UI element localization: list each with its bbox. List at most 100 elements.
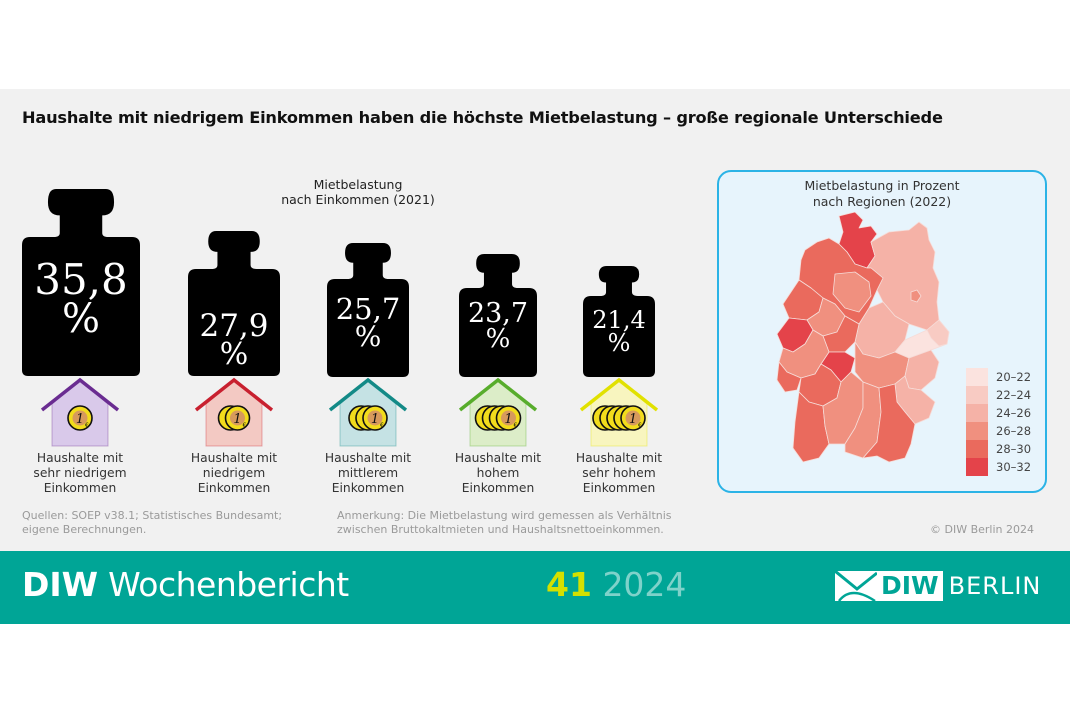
group-label-line: Einkommen (197, 481, 271, 495)
weight-icon (459, 254, 537, 377)
group-label-line: Einkommen (43, 481, 117, 495)
source-line-2: eigene Berechnungen. (22, 523, 147, 536)
map-legend: 20–22 22–24 24–26 26–28 28–30 30–32 (966, 368, 1031, 476)
legend-item: 30–32 (966, 458, 1031, 476)
group-label: Haushalte mit sehr hohem Einkommen (554, 451, 684, 496)
legend-swatch (966, 440, 988, 458)
diw-berlin-logo: DIW BERLIN (835, 571, 1041, 601)
house-icon-3: 1 € (328, 376, 408, 452)
weight-unit: % (219, 337, 249, 373)
group-label-line: mittlerem (337, 466, 399, 480)
map-title-line-1: Mietbelastung in Prozent (804, 178, 960, 193)
logo-box-text: DIW (877, 571, 943, 601)
group-label-line: hohem (476, 466, 520, 480)
legend-swatch (966, 368, 988, 386)
copyright: © DIW Berlin 2024 (930, 523, 1034, 536)
group-label-line: sehr niedrigem (33, 466, 127, 480)
logo-berlin-text: BERLIN (948, 572, 1042, 600)
legend-swatch (966, 386, 988, 404)
house-coin-icon: 1 € (194, 377, 274, 447)
svg-text:1: 1 (504, 412, 512, 427)
weight-4: 23,7 % (459, 254, 537, 377)
map-title: Mietbelastung in Prozent nach Regionen (… (719, 178, 1045, 210)
legend-label: 30–32 (996, 460, 1032, 474)
source-line-1: Quellen: SOEP v38.1; Statistisches Bunde… (22, 509, 283, 522)
legend-item: 24–26 (966, 404, 1031, 422)
legend-label: 26–28 (996, 424, 1032, 438)
svg-text:1: 1 (233, 412, 241, 427)
weight-value: 35,8 (34, 255, 128, 304)
issue-number: 41 (546, 565, 592, 604)
legend-item: 28–30 (966, 440, 1031, 458)
house-icon-5: 1 € (579, 376, 659, 452)
region-lower-saxony-inner (832, 271, 872, 313)
group-label-line: Haushalte mit (324, 451, 412, 465)
group-label-line: sehr hohem (582, 466, 656, 480)
group-label-line: Haushalte mit (190, 451, 278, 465)
brand-title: DIW Wochenbericht (22, 565, 349, 604)
remark-note: Anmerkung: Die Mietbelastung wird gemess… (337, 509, 717, 537)
weight-icon (583, 266, 655, 377)
house-coin-icon: 1 € (40, 377, 120, 447)
weight-icon (188, 231, 280, 376)
group-label-line: Haushalte mit (575, 451, 663, 465)
group-label-line: niedrigem (202, 466, 266, 480)
weight-unit: % (485, 323, 511, 354)
svg-text:€: € (514, 422, 518, 429)
legend-label: 22–24 (996, 388, 1032, 402)
weight-1: 35,8 % (22, 189, 140, 376)
region-bw-south (792, 391, 830, 463)
house-icon-2: 1 € (194, 376, 274, 452)
group-label-line: Einkommen (461, 481, 535, 495)
legend-swatch (966, 404, 988, 422)
logo-mark-icon (835, 571, 877, 601)
weight-2: 27,9 % (188, 231, 280, 376)
source-note: Quellen: SOEP v38.1; Statistisches Bunde… (22, 509, 322, 537)
weight-5: 21,4 % (583, 266, 655, 377)
weight-unit: % (61, 295, 100, 342)
legend-item: 20–22 (966, 368, 1031, 386)
group-label-line: Haushalte mit (36, 451, 124, 465)
legend-swatch (966, 422, 988, 440)
brand-bold: DIW (22, 565, 99, 604)
svg-text:€: € (380, 422, 384, 429)
legend-label: 28–30 (996, 442, 1032, 456)
svg-text:€: € (243, 422, 247, 429)
legend-label: 24–26 (996, 406, 1032, 420)
region-munich (862, 383, 916, 463)
legend-swatch (966, 458, 988, 476)
svg-text:1: 1 (629, 412, 637, 427)
region-saxony-east (926, 319, 950, 347)
note-line-2: zwischen Bruttokaltmieten und Haushaltsn… (337, 523, 664, 536)
weight-unit: % (607, 328, 631, 357)
issue-label: 41 2024 (546, 565, 686, 604)
map-title-line-2: nach Regionen (2022) (812, 194, 952, 209)
house-coin-icon: 1 € (458, 377, 538, 447)
germany-map (776, 212, 950, 463)
legend-label: 20–22 (996, 370, 1032, 384)
legend-item: 26–28 (966, 422, 1031, 440)
region-berlin (910, 289, 922, 303)
region-map-box: Mietbelastung in Prozent nach Regionen (… (717, 170, 1047, 493)
svg-text:€: € (638, 422, 642, 429)
weight-value: 27,9 (199, 308, 269, 344)
group-label: Haushalte mit sehr niedrigem Einkommen (15, 451, 145, 496)
svg-text:1: 1 (76, 412, 84, 427)
weight-3: 25,7 % (327, 243, 409, 377)
weight-value: 21,4 (592, 306, 646, 334)
weight-icon (22, 189, 140, 376)
note-line-1: Anmerkung: Die Mietbelastung wird gemess… (337, 509, 672, 522)
group-label-line: Einkommen (582, 481, 656, 495)
weight-value: 25,7 (335, 292, 401, 326)
group-label: Haushalte mit mittlerem Einkommen (303, 451, 433, 496)
group-label-line: Haushalte mit (454, 451, 542, 465)
region-saar (776, 361, 802, 393)
weight-unit: % (354, 319, 382, 353)
house-icon-1: 1 € (40, 376, 120, 452)
house-coin-icon: 1 € (328, 377, 408, 447)
brand-light: Wochenbericht (98, 565, 349, 604)
legend-item: 22–24 (966, 386, 1031, 404)
subtitle-line-2: nach Einkommen (2021) (281, 192, 435, 207)
group-label: Haushalte mit niedrigem Einkommen (169, 451, 299, 496)
weight-icon (327, 243, 409, 377)
